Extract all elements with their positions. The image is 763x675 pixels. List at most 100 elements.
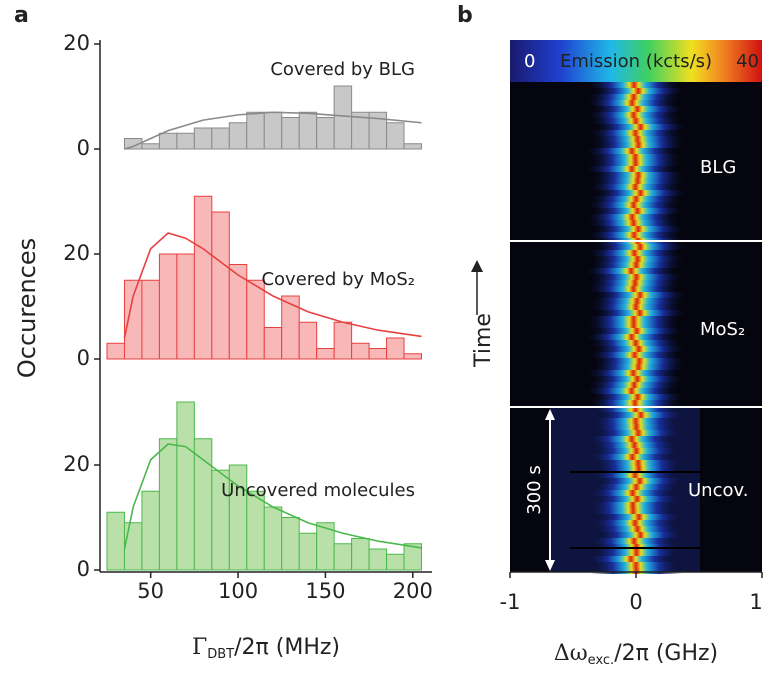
colorbar: [510, 40, 762, 82]
heatmap-row: [587, 286, 680, 292]
heatmap-row: [591, 178, 684, 184]
heatmap-row: [589, 562, 682, 568]
heatmap-row: [590, 196, 683, 202]
heatmap-row: [589, 118, 682, 124]
histogram-bar: [246, 111, 265, 150]
heatmap-row: [589, 280, 682, 286]
heatmap-row: [588, 82, 681, 88]
histogram-bar: [281, 117, 300, 150]
histogram-bar: [298, 321, 318, 360]
heatmap-row: [589, 472, 682, 478]
heatmap-row: [589, 418, 682, 424]
histogram-bar: [193, 195, 213, 360]
heatmap-row: [591, 496, 684, 502]
heatmap-row: [594, 532, 687, 538]
heatmap-row: [589, 160, 682, 166]
heatmap-row: [588, 232, 681, 238]
heatmap-row: [592, 460, 685, 466]
panel-label: a: [14, 3, 29, 28]
heatmap-row: [591, 526, 684, 532]
series-label: Uncovered molecules: [221, 480, 415, 501]
scale-label: 300 s: [524, 465, 545, 514]
heatmap-row: [589, 400, 682, 406]
heatmap-row: [588, 352, 681, 358]
heatmap-row: [590, 568, 683, 574]
histogram-bar: [281, 517, 300, 571]
heatmap-row: [590, 550, 683, 556]
heatmap-row: [587, 322, 680, 328]
panel-label: b: [457, 3, 473, 28]
heatmap-row: [594, 244, 687, 250]
heatmap-row: [590, 424, 683, 430]
y-axis-label: Occurences: [13, 238, 41, 378]
histogram-bar: [176, 253, 195, 360]
histogram-bar: [141, 279, 160, 360]
heatmap-row: [590, 304, 683, 310]
region-label: Uncov.: [688, 480, 748, 501]
histogram-bar: [316, 348, 335, 360]
fit-curve: [123, 443, 422, 550]
heatmap-row: [588, 538, 681, 544]
heatmap-row: [589, 340, 682, 346]
heatmap-row: [587, 370, 680, 376]
label-sub: DBT: [207, 647, 234, 662]
heatmap-row: [585, 334, 678, 340]
heatmap-row: [589, 520, 682, 526]
histogram-bar: [316, 117, 335, 150]
histogram-bar: [158, 132, 178, 150]
histogram-bar: [193, 127, 213, 150]
heatmap-row: [591, 106, 684, 112]
histogram-bar: [246, 490, 265, 571]
histogram-bar: [351, 538, 370, 571]
histogram-bar: [298, 532, 318, 571]
histogram-bar: [403, 543, 423, 571]
histogram-bar: [141, 143, 160, 150]
x-tick-label: 150: [305, 579, 345, 603]
heatmap-row: [594, 124, 687, 130]
heatmap-row: [592, 346, 685, 352]
heatmap-row: [589, 406, 682, 412]
heatmap-row: [593, 310, 686, 316]
histogram-bar: [158, 253, 178, 360]
histogram-bar: [176, 132, 195, 150]
heatmap-row: [590, 274, 683, 280]
heatmap-row: [587, 508, 680, 514]
histogram-bar: [386, 553, 405, 571]
heatmap-row: [587, 316, 680, 322]
heatmap-row: [587, 220, 680, 226]
heatmap-row: [587, 202, 680, 208]
label-rest: /2π (GHz): [614, 641, 718, 666]
histogram-bar: [263, 327, 283, 360]
y-tick-label: 0: [77, 557, 90, 581]
heatmap-row: [586, 502, 679, 508]
histogram-bar: [176, 401, 195, 571]
colorbar-tick-label: 0: [524, 51, 535, 72]
heatmap-row: [593, 478, 686, 484]
fit-curve: [124, 111, 422, 150]
histogram-bar: [158, 438, 178, 571]
histogram-bar: [403, 353, 423, 360]
histogram-bar: [141, 490, 160, 571]
histogram-bar: [263, 506, 283, 571]
heatmap-row: [588, 250, 681, 256]
heatmap-row: [586, 100, 679, 106]
axis-label: Δωexc./2π (GHz): [554, 641, 718, 668]
heatmap-row: [588, 442, 681, 448]
colorbar-tick-label: 40: [736, 51, 759, 72]
x-tick-label: -1: [500, 590, 521, 614]
heatmap-row: [587, 94, 680, 100]
colorbar-label: Emission (kcts/s): [560, 51, 712, 72]
histogram-bar: [368, 548, 388, 571]
histogram-bar: [403, 143, 423, 150]
y-tick-label: 0: [77, 136, 90, 160]
region-label: BLG: [700, 157, 736, 178]
histogram-bar: [333, 321, 353, 360]
heatmap-row: [586, 490, 679, 496]
histogram-bar: [211, 211, 230, 360]
heatmap-row: [587, 112, 680, 118]
y-tick-label: 0: [77, 346, 90, 370]
histogram-bar: [351, 342, 370, 360]
histogram-bar: [193, 438, 213, 571]
x-tick-label: 100: [218, 579, 258, 603]
heatmap-row: [592, 466, 685, 472]
